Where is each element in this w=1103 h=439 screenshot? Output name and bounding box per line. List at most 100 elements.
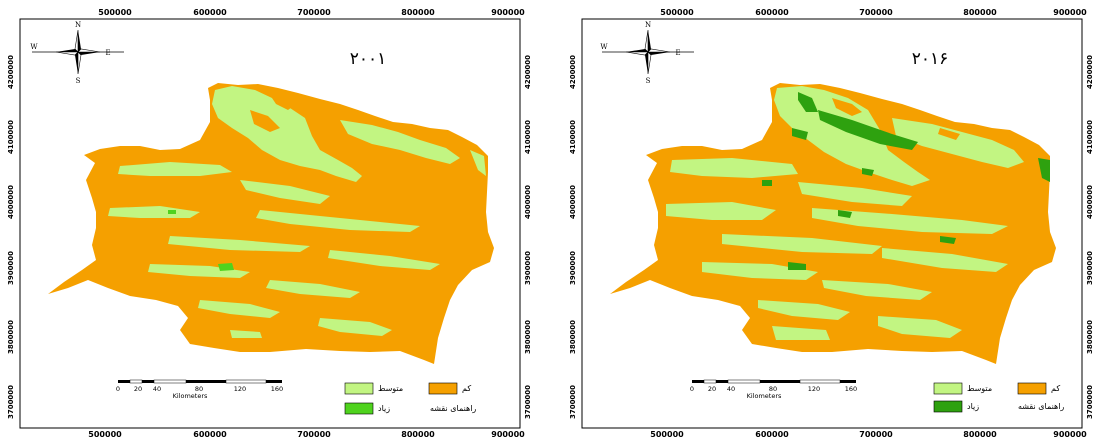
north-arrow-icon: N S E W	[30, 21, 124, 85]
medium-class-area	[882, 248, 1008, 272]
scale-unit-label: Kilometers	[747, 392, 782, 400]
y-tick-labels-right: 4200000 4100000 4000000 3900000 3800000 …	[524, 55, 532, 419]
y-tick-labels-left: 4200000 4100000 4000000 3900000 3800000 …	[7, 55, 15, 419]
legend-label-medium: متوسط	[967, 384, 992, 393]
legend-swatch-low	[428, 382, 458, 395]
medium-class-area	[798, 182, 912, 206]
y-tick-label: 3800000	[524, 320, 532, 354]
legend-swatch-medium	[344, 382, 374, 395]
scale-tick-label: 40	[153, 385, 161, 393]
scale-tick-label: 20	[708, 385, 716, 393]
y-tick-label: 3900000	[524, 251, 532, 285]
y-tick-label: 3900000	[1086, 251, 1094, 285]
legend-title: راهنمای نقشه	[1018, 402, 1064, 411]
y-tick-label: 4000000	[7, 185, 15, 219]
x-tick-labels-top: 500000 600000 700000 800000 900000	[660, 8, 1087, 17]
y-tick-label: 3700000	[524, 385, 532, 419]
x-tick-label: 600000	[193, 8, 227, 17]
x-tick-label: 800000	[401, 430, 435, 439]
high-class-area	[762, 180, 772, 186]
map-legend: کم متوسط زیاد راهنمای نقشه	[933, 382, 1064, 413]
legend-swatch-high	[933, 400, 963, 413]
legend-swatch-high	[344, 402, 374, 415]
legend-label-low: کم	[462, 384, 471, 393]
x-tick-label: 500000	[98, 8, 132, 17]
compass-label: E	[675, 49, 680, 57]
year-label: ۲۰۱۶	[912, 49, 949, 69]
x-tick-labels-bottom: 500000 600000 700000 800000 900000	[88, 430, 525, 439]
map-panel-2001: 500000 600000 700000 800000 900000 50000…	[0, 0, 540, 439]
scale-tick-label: 20	[134, 385, 142, 393]
compass-label: W	[600, 43, 608, 51]
x-tick-labels-top: 500000 600000 700000 800000 900000	[98, 8, 525, 17]
y-tick-labels-left: 4200000 4100000 4000000 3900000 3800000 …	[569, 55, 577, 419]
medium-class-area	[470, 150, 486, 176]
x-tick-label: 500000	[660, 8, 694, 17]
compass-label: W	[30, 43, 38, 51]
high-class-area	[788, 262, 806, 270]
medium-class-area	[198, 300, 280, 318]
medium-class-area	[340, 120, 460, 164]
low-class-area	[250, 110, 280, 132]
x-tick-labels-bottom: 500000 600000 700000 800000 900000	[650, 430, 1087, 439]
y-tick-label: 4000000	[569, 185, 577, 219]
high-class-area	[798, 92, 818, 112]
study-area-map	[610, 83, 1056, 364]
scale-tick-label: 120	[234, 385, 246, 393]
scale-tick-label: 80	[195, 385, 203, 393]
scale-tick-label: 120	[808, 385, 820, 393]
medium-class-area	[812, 208, 1008, 234]
low-class-area	[48, 83, 494, 364]
x-tick-label: 700000	[859, 8, 893, 17]
scale-tick-label: 160	[845, 385, 857, 393]
y-tick-label: 4200000	[524, 55, 532, 89]
compass-label: N	[645, 21, 651, 29]
x-tick-label: 600000	[193, 430, 227, 439]
scale-tick-label: 160	[271, 385, 283, 393]
legend-title: راهنمای نقشه	[430, 404, 476, 413]
high-class-area	[940, 236, 956, 244]
y-tick-label: 4000000	[1086, 185, 1094, 219]
scale-bar: 0 20 40 80 120 160 Kilometers	[116, 379, 283, 400]
x-tick-label: 900000	[491, 8, 525, 17]
medium-class-area	[670, 158, 798, 178]
north-arrow-icon: N S E W	[600, 21, 694, 85]
medium-class-area	[118, 162, 232, 176]
y-tick-label: 3800000	[1086, 320, 1094, 354]
y-tick-label: 4100000	[1086, 120, 1094, 154]
map-legend: کم متوسط زیاد راهنمای نقشه	[344, 382, 476, 415]
year-label: ۲۰۰۱	[350, 49, 387, 69]
medium-class-area	[822, 280, 932, 300]
legend-label-medium: متوسط	[378, 384, 403, 393]
medium-class-area	[212, 86, 362, 182]
medium-class-area	[878, 316, 962, 338]
study-area-map	[48, 83, 494, 364]
x-tick-label: 800000	[963, 430, 997, 439]
medium-class-area	[666, 202, 776, 220]
legend-label-high: زیاد	[967, 402, 979, 411]
high-class-area	[818, 110, 918, 150]
medium-class-area	[230, 330, 262, 338]
y-tick-label: 4200000	[1086, 55, 1094, 89]
x-tick-label: 900000	[1053, 430, 1087, 439]
x-tick-label: 700000	[859, 430, 893, 439]
x-tick-label: 700000	[297, 430, 331, 439]
medium-class-area	[148, 264, 250, 278]
y-tick-label: 3900000	[569, 251, 577, 285]
x-tick-label: 600000	[755, 8, 789, 17]
high-class-area	[792, 128, 808, 140]
high-class-area	[1038, 158, 1050, 182]
y-tick-label: 4000000	[524, 185, 532, 219]
legend-swatch-low	[1017, 382, 1047, 395]
compass-label: S	[646, 77, 651, 85]
medium-class-area	[240, 180, 330, 204]
y-tick-label: 4100000	[524, 120, 532, 154]
high-class-area	[862, 168, 874, 176]
compass-label: N	[75, 21, 81, 29]
x-tick-label: 700000	[297, 8, 331, 17]
y-tick-label: 3900000	[7, 251, 15, 285]
legend-label-high: زیاد	[378, 404, 390, 413]
y-tick-label: 4200000	[569, 55, 577, 89]
x-tick-label: 500000	[650, 430, 684, 439]
scale-bar: 0 20 40 80 120 160 Kilometers	[690, 379, 857, 400]
